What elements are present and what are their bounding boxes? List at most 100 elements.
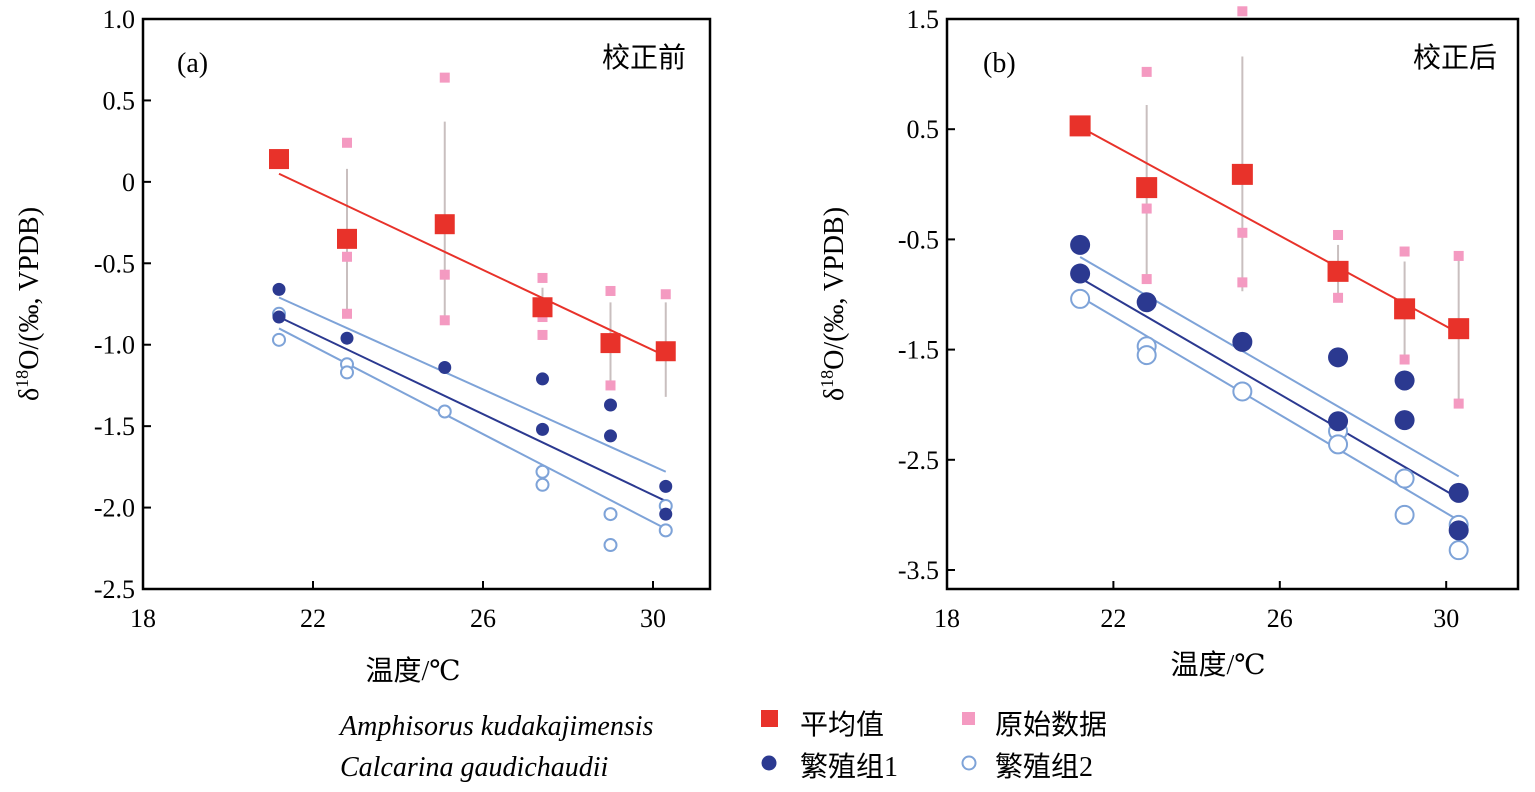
legend-label-group2: 繁殖组2	[995, 751, 1093, 783]
x-tick-label: 22	[1100, 604, 1126, 633]
legend: Amphisorus kudakajimensis Calcarina gaud…	[338, 709, 1107, 783]
x-axis-title: 温度/℃	[365, 655, 460, 687]
raw-point	[605, 285, 616, 296]
fit-line	[278, 296, 667, 473]
group2-point	[1070, 288, 1091, 309]
group2-point	[1328, 434, 1349, 455]
group2-point	[437, 404, 452, 419]
raw-point	[439, 269, 450, 280]
raw-point	[342, 308, 352, 319]
x-tick-label: 22	[300, 604, 326, 633]
y-tick-label: -1.5	[94, 412, 135, 441]
raw-point	[1453, 398, 1464, 409]
group1-point	[536, 422, 549, 436]
y-tick-label: -3.5	[898, 556, 939, 585]
group2-point	[1232, 381, 1253, 402]
fit-line	[278, 172, 667, 358]
mean-point	[1136, 177, 1158, 199]
y-tick-label: 1.5	[907, 5, 940, 34]
group1-point	[340, 331, 354, 345]
y-tick-label: -2.5	[94, 575, 135, 604]
x-tick-label: 18	[934, 604, 960, 633]
raw-point	[1453, 250, 1464, 261]
group2-point	[1394, 504, 1415, 525]
group1-point	[1328, 347, 1349, 368]
group1-point	[604, 398, 617, 412]
plot-frame	[945, 17, 1520, 591]
legend-species-1: Amphisorus kudakajimensis	[338, 711, 654, 742]
raw-point	[1141, 274, 1152, 285]
group1-point	[272, 310, 286, 324]
raw-point	[1237, 277, 1248, 288]
mean-point	[269, 149, 289, 170]
group1-point	[438, 361, 452, 375]
group1-point	[1070, 234, 1091, 255]
panel-note: 校正前	[602, 42, 686, 74]
raw-point	[1333, 292, 1344, 303]
raw-point	[1399, 246, 1410, 257]
raw-point	[537, 329, 548, 340]
error-bars	[1145, 56, 1460, 403]
raw-point	[1333, 229, 1344, 240]
y-tick-label: -2.0	[94, 494, 135, 523]
legend-marker-group2	[961, 755, 977, 771]
group2-point	[340, 365, 354, 380]
raw-point	[1237, 227, 1248, 238]
plot-frame	[141, 17, 712, 591]
y-tick-label: 0.5	[103, 86, 136, 115]
group2-point	[1394, 468, 1415, 489]
panel-a: 18 22 26 301.00.50-0.5-1.0-1.5-2.0-2.5 (a) …	[12, 5, 712, 687]
raw-point	[537, 272, 548, 283]
legend-label-raw: 原始数据	[995, 709, 1107, 741]
raw-point	[439, 315, 450, 326]
legend-marker-mean	[761, 710, 778, 727]
y-axis-title: δ18O/(‰, VPDB)	[12, 207, 45, 401]
data-points	[269, 72, 676, 553]
x-tick-label: 30	[1433, 604, 1459, 633]
y-axis-title: δ18O/(‰, VPDB)	[817, 207, 850, 401]
group1-point	[1394, 370, 1415, 391]
x-tick-label: 26	[1267, 604, 1293, 633]
raw-point	[660, 289, 671, 300]
legend-marker-raw	[962, 712, 975, 725]
y-tick-label: 0	[122, 168, 135, 197]
y-tick-label: 0.5	[907, 115, 940, 144]
group1-point	[272, 282, 286, 296]
group1-point	[1328, 411, 1349, 432]
mean-point	[532, 297, 553, 318]
raw-point	[1237, 6, 1248, 17]
legend-label-mean: 平均值	[800, 709, 884, 741]
group1-point	[659, 507, 673, 521]
group1-point	[604, 429, 617, 443]
group2-point	[603, 507, 618, 522]
fit-line	[278, 327, 667, 530]
fit-lines	[278, 172, 667, 530]
data-points	[1069, 6, 1470, 561]
group1-point	[1070, 263, 1091, 284]
panel-b: 18 22 26 30 1.5 0.5 -0.5 -1.5 -2.5 -3.5 (b) 校正后 温…	[817, 5, 1520, 681]
group2-point	[1136, 345, 1157, 366]
group1-point	[1448, 520, 1469, 541]
group2-point	[272, 332, 286, 347]
x-tick-label: 18	[130, 604, 156, 633]
x-axis-title: 温度/℃	[1170, 649, 1265, 681]
y-tick-label: -1.0	[94, 331, 135, 360]
mean-point	[434, 214, 455, 235]
mean-point	[600, 333, 621, 354]
legend-label-group1: 繁殖组1	[800, 751, 898, 783]
panel-note: 校正后	[1413, 42, 1497, 74]
group2-point	[658, 523, 673, 538]
ticks: 18 22 26 30 1.5 0.5 -0.5 -1.5 -2.5 -3.5	[898, 5, 1459, 633]
group1-point	[1448, 482, 1469, 503]
panel-label: (a)	[177, 48, 208, 79]
group1-point	[1394, 410, 1415, 431]
mean-point	[1394, 298, 1416, 320]
mean-point	[1448, 318, 1470, 340]
fit-line	[278, 316, 667, 502]
group1-point	[1136, 292, 1157, 313]
y-tick-label: -0.5	[94, 249, 135, 278]
mean-point	[655, 341, 676, 362]
group2-point	[535, 464, 550, 479]
legend-marker-group1	[761, 755, 777, 771]
